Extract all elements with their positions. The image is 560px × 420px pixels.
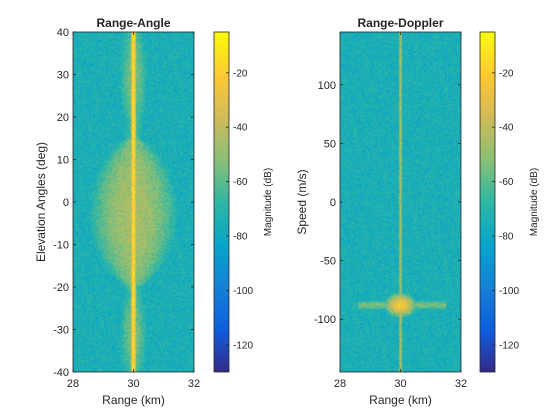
y-tick-label: 0 (63, 197, 69, 209)
y-tick-label: -20 (53, 282, 69, 294)
x-axis-label: Range (km) (369, 393, 432, 407)
y-tick-label: 10 (57, 155, 69, 167)
colorbar-label: Magnitude (dB) (529, 168, 540, 236)
colorbar-tick-label: -120 (233, 340, 253, 351)
colorbar-tick-label: -20 (233, 68, 248, 79)
x-tick-label: 28 (67, 378, 79, 390)
range-doppler-panel: Range-Doppler 28 30 32 -100 -50 0 50 100 Range… (295, 16, 467, 407)
colorbar-tick-label: -40 (499, 123, 514, 134)
colorbar-tick-label: -60 (233, 177, 248, 188)
colorbar-scale (479, 31, 496, 373)
y-tick-label: 100 (318, 80, 336, 92)
y-tick-label: -100 (314, 314, 336, 326)
range-doppler-colorbar: -120 -100 -80 -60 -40 -20 Magnitude (dB) (479, 31, 540, 373)
colorbar-ticks: -120 -100 -80 -60 -40 -20 (226, 68, 253, 351)
x-tick-label: 28 (334, 378, 346, 390)
range-angle-panel: Range-Angle 28 30 32 -40 -30 -20 -10 0 10 20 30 40… (34, 16, 200, 407)
x-tick-label: 30 (127, 378, 139, 390)
y-tick-label: -30 (53, 325, 69, 337)
y-tick-label: 50 (324, 138, 336, 150)
colorbar-tick-label: -120 (499, 340, 519, 351)
y-axis-ticks: -40 -30 -20 -10 0 10 20 30 40 (53, 27, 194, 379)
colorbar-tick-label: -80 (499, 232, 514, 243)
colorbar-tick-label: -60 (499, 177, 514, 188)
x-tick-label: 32 (455, 378, 467, 390)
colorbar-scale (213, 31, 230, 373)
chart-title: Range-Doppler (357, 16, 443, 30)
x-axis-ticks: 28 30 32 (67, 32, 200, 390)
y-tick-label: 20 (57, 112, 69, 124)
y-axis-ticks: -100 -50 0 50 100 (314, 80, 461, 326)
x-axis-label: Range (km) (102, 393, 165, 407)
y-axis-label: Elevation Angles (deg) (34, 142, 48, 262)
x-axis-ticks: 28 30 32 (334, 32, 467, 390)
y-axis-label: Speed (m/s) (295, 169, 309, 234)
y-tick-label: 30 (57, 70, 69, 82)
chart-title: Range-Angle (96, 16, 170, 30)
colorbar-tick-label: -20 (499, 68, 514, 79)
colorbar-tick-label: -80 (233, 232, 248, 243)
range-doppler-heatmap (340, 32, 461, 372)
y-tick-label: -40 (53, 367, 69, 379)
y-tick-label: 0 (330, 197, 336, 209)
x-tick-label: 30 (394, 378, 406, 390)
colorbar-tick-label: -100 (233, 286, 253, 297)
range-angle-colorbar: -120 -100 -80 -60 -40 -20 Magnitude (dB) (213, 31, 274, 373)
y-tick-label: 40 (57, 27, 69, 39)
y-tick-label: -50 (320, 256, 336, 268)
colorbar-label: Magnitude (dB) (263, 168, 274, 236)
x-tick-label: 32 (188, 378, 200, 390)
colorbar-tick-label: -100 (499, 286, 519, 297)
range-angle-heatmap (73, 32, 194, 372)
colorbar-tick-label: -40 (233, 123, 248, 134)
colorbar-ticks: -120 -100 -80 -60 -40 -20 (492, 68, 519, 351)
y-tick-label: -10 (53, 240, 69, 252)
